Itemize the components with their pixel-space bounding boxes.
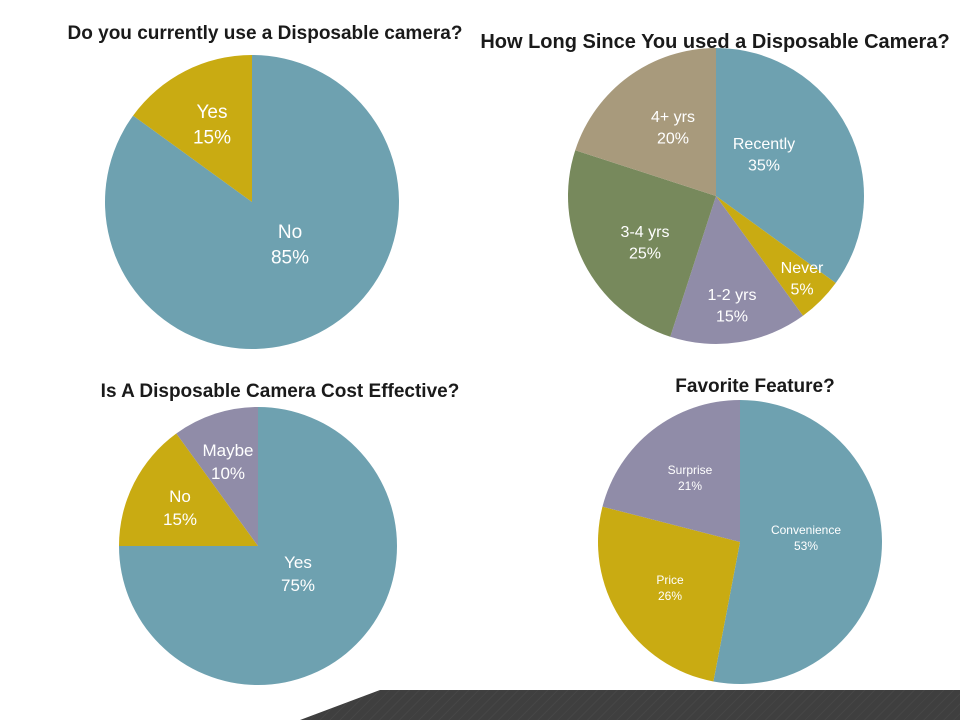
- pie-3-label-yes: Yes: [284, 553, 312, 572]
- pie-1-slice-no: [104, 55, 399, 349]
- pie-1-value-no: 85%: [271, 248, 309, 269]
- pie-1-label-no: No: [278, 222, 302, 243]
- pie-3-value-maybe: 10%: [211, 464, 245, 483]
- pie-4-value-surprise: 21%: [678, 479, 702, 493]
- pie-2-slice-1-2-yrs: [670, 196, 803, 345]
- chart-4-title: Favorite Feature?: [675, 376, 835, 397]
- pie-2-value-recently: 35%: [748, 158, 780, 175]
- pie-2-label-1-2-yrs: 1-2 yrs: [708, 287, 757, 304]
- pie-3-value-no: 15%: [163, 510, 197, 529]
- pie-2-slice-4-yrs: [575, 48, 716, 196]
- pie-3-slice-maybe: [176, 407, 258, 546]
- pie-2-value-never: 5%: [790, 282, 813, 299]
- pie-4-slice-surprise: [602, 400, 740, 542]
- pie-1-label-yes: Yes: [197, 102, 228, 123]
- pie-2-label-3-4-yrs: 3-4 yrs: [621, 224, 670, 241]
- pie-4-value-price: 26%: [658, 589, 682, 603]
- pie-2-label-never: Never: [781, 260, 824, 277]
- pie-4-label-price: Price: [656, 573, 684, 587]
- chart-1-title: Do you currently use a Disposable camera…: [67, 23, 463, 44]
- pie-2-value-1-2-yrs: 15%: [716, 309, 748, 326]
- pie-2-slice-3-4-yrs: [568, 150, 716, 337]
- pie-4-label-surprise: Surprise: [668, 463, 713, 477]
- pie-2-slice-never: [716, 196, 836, 316]
- pie-2-value-3-4-yrs: 25%: [629, 246, 661, 263]
- pie-3-label-maybe: Maybe: [202, 441, 253, 460]
- chart-2-title: How Long Since You used a Disposable Cam…: [480, 31, 950, 53]
- pie-2-slice-recently: [716, 48, 864, 283]
- pie-3-value-yes: 75%: [281, 576, 315, 595]
- pie-4-slice-price: [598, 506, 740, 682]
- pie-4-label-convenience: Convenience: [771, 523, 841, 537]
- pie-4-slice-convenience: [713, 400, 882, 684]
- pie-1-slice-yes: [133, 54, 252, 202]
- pie-1-value-yes: 15%: [193, 128, 231, 149]
- pie-2-value-4-yrs: 20%: [657, 131, 689, 148]
- pie-4-value-convenience: 53%: [794, 539, 818, 553]
- pie-3-slice-no: [119, 433, 258, 546]
- chart-3-title: Is A Disposable Camera Cost Effective?: [100, 381, 460, 402]
- pie-3-label-no: No: [169, 487, 191, 506]
- pie-2-label-recently: Recently: [733, 136, 795, 153]
- pie-2-label-4-yrs: 4+ yrs: [651, 109, 695, 126]
